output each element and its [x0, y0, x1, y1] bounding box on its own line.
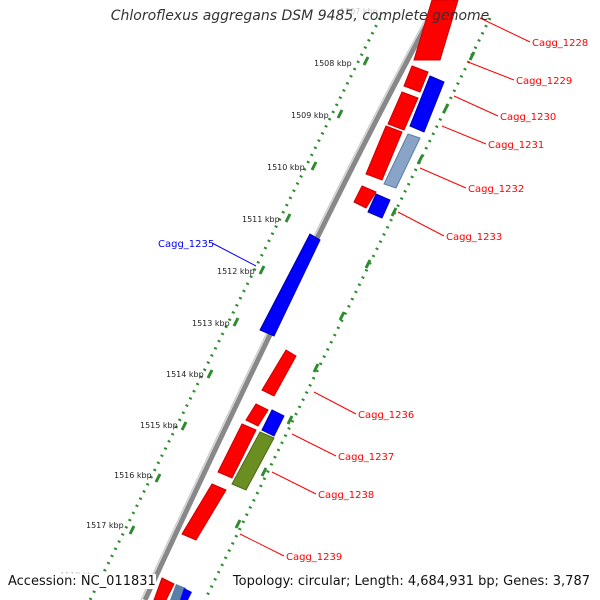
gene-label-cagg-1239[interactable]: Cagg_1239 — [286, 552, 342, 563]
ruler-label: 1509 kbp — [291, 111, 329, 120]
ruler-label: 1517 kbp — [86, 521, 124, 530]
ruler-tick — [232, 317, 240, 327]
ruler-tick — [128, 525, 136, 535]
gene-cagg-1238[interactable] — [217, 423, 257, 479]
ruler-tick — [364, 259, 372, 269]
genome-backbone — [142, 0, 443, 600]
gene-cagg-1230[interactable] — [409, 75, 445, 133]
leader-cagg-1230 — [453, 95, 499, 117]
gene-label-cagg-1233[interactable]: Cagg_1233 — [446, 232, 502, 243]
leader-cagg-1235 — [211, 242, 257, 267]
gene-label-cagg-1231[interactable]: Cagg_1231 — [488, 140, 544, 151]
inner-ruler-arc — [88, 17, 382, 600]
ruler-label: 1514 kbp — [166, 370, 204, 379]
gene-cagg-1233[interactable] — [367, 193, 391, 219]
ruler-label: 1513 kbp — [192, 319, 230, 328]
ruler-tick — [180, 421, 188, 431]
ruler-tick — [234, 519, 242, 529]
accession-value: NC_011831 — [80, 574, 156, 589]
map-title: Chloroflexus aggregans DSM 9485, complet… — [110, 8, 490, 24]
gene-label-cagg-1228[interactable]: Cagg_1228 — [532, 38, 588, 49]
gene-bottom-3[interactable] — [180, 588, 192, 600]
gene-label-cagg-1229[interactable]: Cagg_1229 — [516, 76, 572, 87]
gene-label-cagg-1237[interactable]: Cagg_1237 — [338, 452, 394, 463]
genome-summary: Topology: circular; Length: 4,684,931 bp… — [232, 574, 590, 589]
gene-cagg-1229[interactable] — [403, 65, 429, 93]
ruler-label: 1516 kbp — [114, 471, 152, 480]
gene-label-cagg-1238[interactable]: Cagg_1238 — [318, 490, 374, 501]
leader-cagg-1233 — [397, 211, 445, 237]
ruler-tick — [258, 265, 266, 275]
ruler-ticks — [128, 51, 476, 535]
gene-label-cagg-1230[interactable]: Cagg_1230 — [500, 112, 556, 123]
leader-cagg-1228 — [479, 17, 531, 43]
ruler-tick — [312, 363, 320, 373]
ruler-tick — [310, 161, 318, 171]
gene-cagg-1231[interactable] — [365, 125, 403, 181]
gene-cagg-1236[interactable] — [261, 349, 297, 397]
gene-cagg-1235[interactable] — [259, 233, 321, 337]
ruler-label: 1511 kbp — [242, 215, 280, 224]
gene-label-cagg-1236[interactable]: Cagg_1236 — [358, 410, 414, 421]
leader-cagg-1237 — [291, 433, 337, 457]
gene-cagg-1228[interactable] — [413, 0, 459, 61]
ruler-label: 1508 kbp — [314, 59, 352, 68]
gene-cagg-1231-steel[interactable] — [383, 133, 421, 189]
ruler-tick — [260, 467, 268, 477]
gene-cagg-1230-fwd[interactable] — [387, 91, 419, 131]
gene-cagg-1232[interactable] — [353, 185, 377, 209]
gene-cagg-1237a[interactable] — [245, 403, 269, 427]
gene-label-cagg-1235[interactable]: Cagg_1235 — [158, 239, 214, 250]
gene-cagg-1238-rna[interactable] — [231, 431, 275, 491]
gene-cagg-1239[interactable] — [181, 483, 227, 541]
leader-cagg-1238 — [271, 471, 317, 495]
ruler-tick — [442, 103, 450, 113]
accession-label: Accession: — [8, 574, 77, 589]
ruler-label: 1515 kbp — [140, 421, 178, 430]
gene-bottom-1[interactable] — [153, 577, 175, 600]
ruler-tick — [154, 473, 162, 483]
ruler-tick — [390, 207, 398, 217]
gene-labels: Cagg_1228 Cagg_1229 Cagg_1230 Cagg_1231 … — [158, 38, 588, 563]
ruler-tick — [338, 311, 346, 321]
ruler-label-partial-top: 1507 kbp — [340, 7, 378, 16]
leader-cagg-1232 — [419, 167, 467, 189]
ruler-tick — [416, 155, 424, 165]
ruler-tick — [468, 51, 476, 61]
ruler-label: 1510 kbp — [267, 163, 305, 172]
leader-cagg-1239 — [239, 533, 285, 557]
label-leaders — [211, 17, 531, 557]
ruler-tick — [206, 369, 214, 379]
leader-cagg-1231 — [441, 125, 487, 145]
ruler-tick — [336, 109, 344, 119]
leader-cagg-1229 — [467, 61, 515, 81]
ruler-label: 1512 kbp — [217, 267, 255, 276]
ruler-tick — [362, 56, 370, 66]
accession-info: Accession: NC_011831 — [8, 574, 156, 589]
gene-cagg-1237b[interactable] — [261, 409, 285, 437]
gene-features — [153, 0, 459, 600]
gene-label-cagg-1232[interactable]: Cagg_1232 — [468, 184, 524, 195]
ruler-tick — [286, 415, 294, 425]
ruler-tick — [284, 213, 292, 223]
leader-cagg-1236 — [313, 391, 357, 415]
